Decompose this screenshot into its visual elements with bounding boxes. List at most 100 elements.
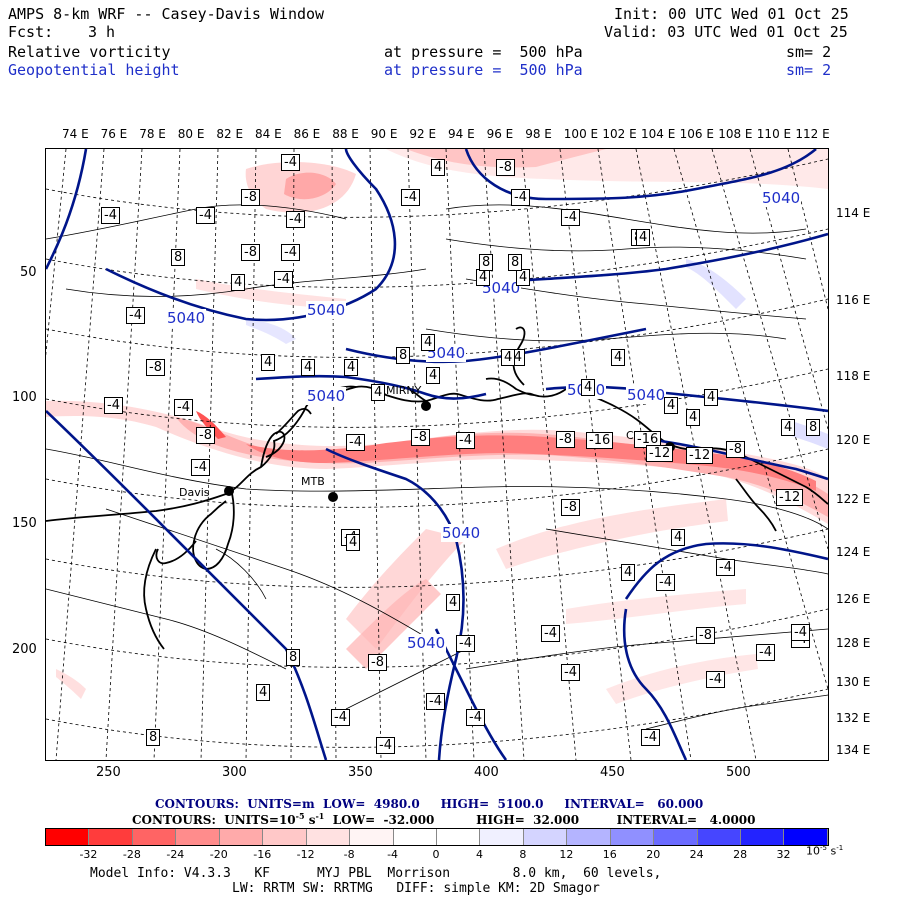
vorticity-label-positive: 4 <box>231 274 246 291</box>
vorticity-label-negative: -4 <box>274 271 293 288</box>
vorticity-label-positive: 4 <box>611 349 626 366</box>
colorbar-swatch <box>741 829 785 845</box>
vorticity-label-positive: 4 <box>426 367 441 384</box>
height-contours <box>46 149 828 760</box>
vorticity-label-positive: 4 <box>501 349 516 366</box>
vorticity-label-positive: 4 <box>671 529 686 546</box>
mirny-station-dot[interactable] <box>421 401 431 411</box>
colorbar-swatch <box>523 829 568 845</box>
height-label: 5040 <box>626 386 667 404</box>
vorticity-label-positive: 4 <box>371 384 386 401</box>
vorticity-label-positive: 4 <box>516 269 531 286</box>
top-lon-label: 80 E <box>177 127 205 141</box>
left-grid-label: 200 <box>12 642 37 657</box>
map-svg <box>46 149 828 760</box>
vorticity-label-positive: 4 <box>446 594 461 611</box>
colorbar-tick-label: -24 <box>166 848 185 861</box>
vorticity-label-negative: -4 <box>791 624 810 641</box>
vorticity-label-negative: -12 <box>776 489 804 506</box>
colorbar-tick-label: 32 <box>776 848 791 861</box>
map-plot-area[interactable]: Davis MIRNY Casey MTB 504050405040504050… <box>45 148 829 761</box>
top-lon-label: 88 E <box>332 127 359 141</box>
vorticity-label-positive: 4 <box>686 409 701 426</box>
right-lon-label: 126 E <box>836 592 871 606</box>
bottom-grid-label: 350 <box>348 765 373 780</box>
vorticity-label-negative: -4 <box>376 737 395 754</box>
vort-info-unit: s <box>304 813 316 827</box>
vorticity-label-negative: -4 <box>286 211 305 228</box>
colorbar-tick-label: 20 <box>646 848 661 861</box>
right-lon-label: 122 E <box>836 492 871 506</box>
colorbar-tick-label: -16 <box>253 848 272 861</box>
vorticity-label-negative: -4 <box>561 209 580 226</box>
model-info-line2: LW: RRTM SW: RRTMG DIFF: simple KM: 2D S… <box>232 881 600 896</box>
colorbar-swatch <box>654 829 698 845</box>
vorticity-label-negative: -4 <box>716 559 735 576</box>
colorbar-unit: 10-5 s-1 <box>806 844 843 858</box>
colorbar-tick-label: 16 <box>602 848 617 861</box>
vorticity-label-negative: -4 <box>426 693 445 710</box>
colorbar-swatch <box>89 829 133 845</box>
vorticity-label-negative: -8 <box>411 429 430 446</box>
top-lon-label: 96 E <box>486 127 514 141</box>
left-grid-label: 150 <box>12 516 37 531</box>
vorticity-label-negative: -4 <box>101 207 120 224</box>
cbar-unit-exp: -5 <box>820 844 827 852</box>
field1-smoothing: sm= 2 <box>786 43 832 61</box>
top-lon-label: 104 E <box>641 127 676 141</box>
vorticity-label-positive: 8 <box>508 254 523 271</box>
height-label: 5040 <box>406 634 447 652</box>
bottom-grid-label: 400 <box>474 765 499 780</box>
right-lon-label: 134 E <box>836 743 871 757</box>
bottom-grid-label: 450 <box>600 765 625 780</box>
davis-station-dot[interactable] <box>224 486 234 496</box>
colorbar-swatch <box>697 829 741 845</box>
cbar-unit-s: s <box>826 844 837 858</box>
top-lon-label: 76 E <box>100 127 128 141</box>
colorbar <box>45 828 829 846</box>
station-label-mirny: MIRNY <box>386 384 422 397</box>
vorticity-label-negative: -4 <box>281 154 300 171</box>
vorticity-label-positive: 4 <box>621 564 636 581</box>
colorbar-swatch <box>176 829 220 845</box>
colorbar-swatch <box>350 829 394 845</box>
map-title: AMPS 8-km WRF -- Casey-Davis Window <box>8 5 325 23</box>
top-lon-label: 86 E <box>293 127 321 141</box>
top-lon-label: 90 E <box>370 127 398 141</box>
bottom-grid-label: 500 <box>726 765 751 780</box>
vorticity-label-negative: -4 <box>196 207 215 224</box>
colorbar-tick-label: -4 <box>387 848 399 861</box>
left-grid-label: 50 <box>20 265 37 280</box>
top-lon-label: 110 E <box>756 127 792 141</box>
vorticity-label-negative: -4 <box>174 399 193 416</box>
vorticity-label-negative: -4 <box>641 729 660 746</box>
vorticity-label-negative: -4 <box>656 574 675 591</box>
colorbar-swatch <box>132 829 177 845</box>
vorticity-label-negative: -12 <box>646 445 674 462</box>
field2-smoothing: sm= 2 <box>786 61 832 79</box>
vorticity-label-negative: -4 <box>401 189 420 206</box>
vorticity-label-negative: -4 <box>541 625 560 642</box>
vorticity-shading <box>46 149 828 704</box>
right-lon-label: 132 E <box>836 711 871 725</box>
height-label: 5040 <box>166 309 207 327</box>
top-lon-label: 74 E <box>62 127 89 141</box>
cbar-unit-s-exp: -1 <box>836 844 844 852</box>
vorticity-contour-info: CONTOURS: UNITS=10-5 s-1 LOW= -32.000 HI… <box>132 811 756 827</box>
mtb-station-dot[interactable] <box>328 492 338 502</box>
vorticity-label-positive: 8 <box>396 347 411 364</box>
vorticity-label-positive: 8 <box>146 729 161 746</box>
colorbar-tick-label: 24 <box>689 848 704 861</box>
colorbar-swatch <box>436 829 481 845</box>
colorbar-tick-label: -8 <box>343 848 355 861</box>
forecast-label: Fcst: <box>8 23 54 41</box>
top-lon-label: 106 E <box>679 127 714 141</box>
top-lon-label: 92 E <box>409 127 437 141</box>
vort-info-exp: -5 <box>295 811 305 821</box>
colorbar-tick-label: 28 <box>733 848 748 861</box>
height-label: 5040 <box>306 301 347 319</box>
right-lon-label: 118 E <box>836 369 871 383</box>
height-label: 5040 <box>761 189 802 207</box>
vorticity-label-positive: 8 <box>806 419 821 436</box>
bottom-grid-label: 300 <box>222 765 247 780</box>
